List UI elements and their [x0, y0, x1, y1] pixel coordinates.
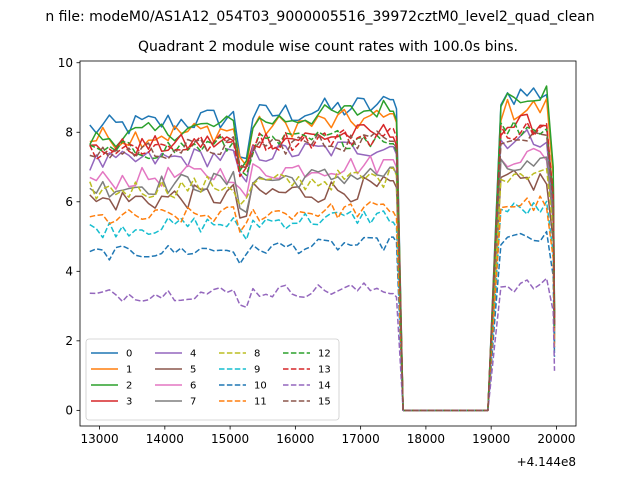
y-tick-label: 2 — [65, 334, 73, 348]
y-tick-label: 6 — [65, 195, 73, 209]
y-tick-label: 8 — [65, 126, 73, 140]
x-tick-label: 20000 — [537, 432, 575, 446]
x-tick-label: 17000 — [342, 432, 380, 446]
series-line-10 — [89, 230, 556, 412]
y-tick-label: 0 — [65, 404, 73, 418]
y-tick-label: 10 — [58, 56, 73, 70]
x-tick-label: 14000 — [146, 432, 184, 446]
legend-label-15: 15 — [318, 397, 331, 408]
figure-suptitle: n file: modeM0/AS1A12_054T03_9000005516_… — [45, 9, 594, 25]
series-line-14 — [89, 277, 556, 412]
x-tick-label: 19000 — [472, 432, 510, 446]
x-axis-offset-label: +4.144e8 — [517, 455, 576, 469]
plot-area: 13000 14000 15000 16000 17000 18000 19000 20000… — [58, 56, 577, 469]
legend-box — [85, 338, 340, 421]
legend-label-0: 0 — [126, 349, 132, 360]
legend-label-5: 5 — [190, 365, 196, 376]
legend-label-8: 8 — [254, 349, 260, 360]
x-tick-label: 18000 — [407, 432, 445, 446]
legend-label-1: 1 — [126, 365, 132, 376]
x-tick-label: 13000 — [80, 432, 118, 446]
series-line-11 — [89, 195, 556, 412]
chart-title: Quadrant 2 module wise count rates with … — [138, 39, 518, 55]
legend-label-4: 4 — [190, 349, 196, 360]
axes-frame — [79, 60, 577, 427]
series-layer — [89, 85, 556, 412]
x-tick-label: 16000 — [276, 432, 314, 446]
legend-label-13: 13 — [318, 365, 331, 376]
series-line-8 — [89, 167, 556, 412]
legend-label-14: 14 — [318, 381, 331, 392]
y-tick-label: 4 — [65, 265, 73, 279]
legend-label-11: 11 — [254, 397, 267, 408]
legend-label-10: 10 — [254, 381, 267, 392]
legend-label-3: 3 — [126, 397, 132, 408]
legend-label-6: 6 — [190, 381, 196, 392]
legend-label-7: 7 — [190, 397, 196, 408]
series-line-15 — [89, 130, 556, 412]
x-tick-label: 15000 — [211, 432, 249, 446]
x-axis-ticks: 13000 14000 15000 16000 17000 18000 19000 20000 — [80, 426, 576, 446]
legend-label-9: 9 — [254, 365, 260, 376]
legend-label-2: 2 — [126, 381, 132, 392]
y-axis-ticks: 0 2 4 6 8 10 — [58, 56, 80, 418]
legend-label-12: 12 — [318, 349, 331, 360]
